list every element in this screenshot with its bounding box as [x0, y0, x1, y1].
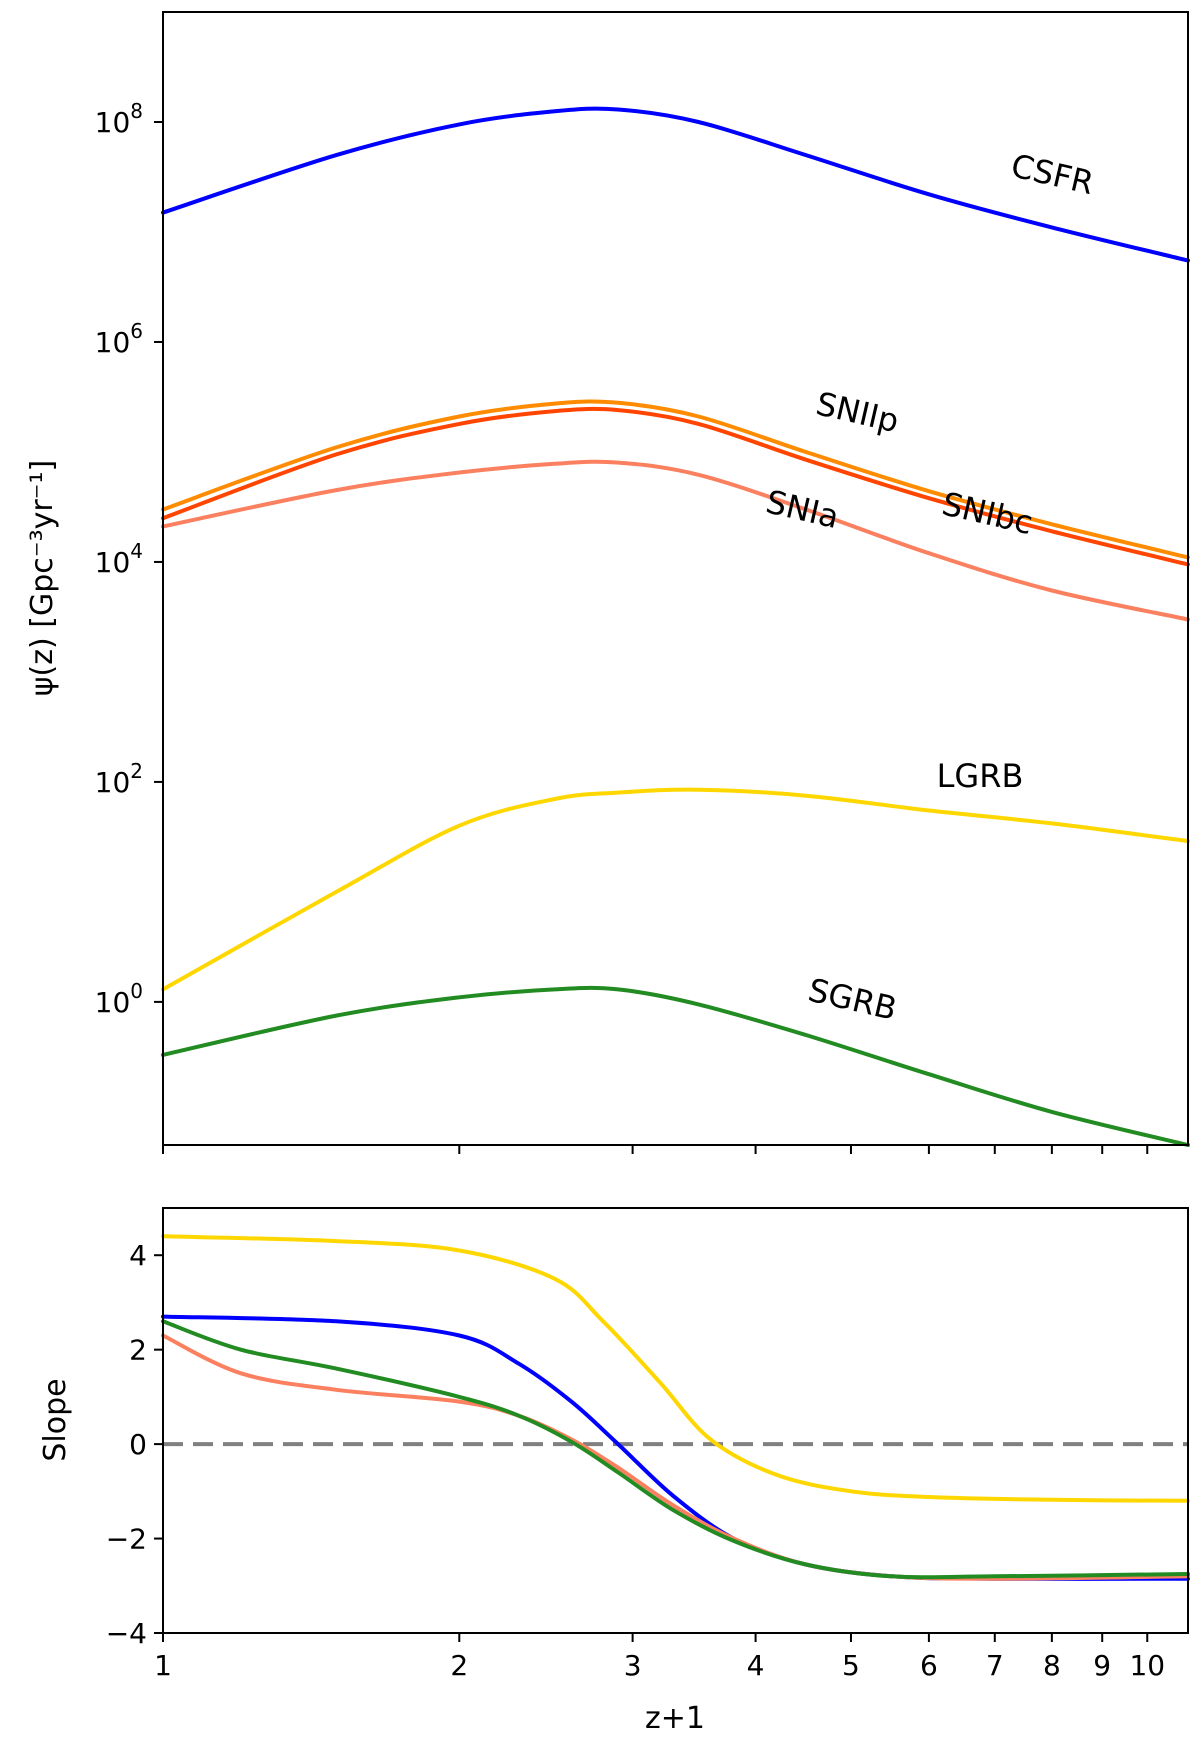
x-tick-label: 9	[1093, 1649, 1111, 1682]
series-line-lgrb	[161, 787, 1190, 992]
x-tick-label: 8	[1043, 1649, 1061, 1682]
x-tick-label: 6	[920, 1649, 938, 1682]
curve-label-lgrb: LGRB	[937, 757, 1024, 795]
y-tick-label: 100	[95, 979, 143, 1019]
y-tick-label: 102	[95, 759, 143, 799]
series-line-snibc	[161, 406, 1190, 567]
series-line-sgrb	[161, 985, 1190, 1147]
y-tick-label: 106	[95, 319, 143, 359]
bottom-plot-frame	[162, 1207, 1189, 1634]
series-line-snia	[161, 459, 1190, 622]
slope-y-tick-label: −2	[106, 1523, 147, 1556]
slope-y-tick-label: 4	[129, 1239, 147, 1272]
y-tick-label: 104	[95, 539, 143, 579]
slope-y-tick-label: −4	[106, 1617, 147, 1650]
x-tick-label: 1	[154, 1649, 172, 1682]
curve-label-snibc: SNIbc	[939, 484, 1037, 542]
series-line-sniip	[161, 399, 1190, 560]
x-tick-label: 4	[747, 1649, 765, 1682]
bottom-y-axis: −4 −2 0 2 4	[106, 1239, 163, 1650]
slope-y-tick-label: 2	[129, 1334, 147, 1367]
x-axis-title: z+1	[645, 1701, 705, 1736]
top-curves	[161, 106, 1190, 1147]
x-tick-label: 2	[450, 1649, 468, 1682]
slope-line-sgrb	[161, 1319, 1190, 1580]
curve-label-sgrb: SGRB	[805, 971, 901, 1028]
series-line-csfr	[161, 106, 1190, 263]
top-x-axis	[162, 1145, 1149, 1154]
curve-label-sniip: SNIIp	[813, 384, 903, 440]
x-tick-label: 10	[1129, 1649, 1165, 1682]
x-tick-label: 7	[986, 1649, 1004, 1682]
top-y-axis-title: ψ(z) [Gpc⁻³yr⁻¹]	[25, 460, 60, 696]
bottom-panel: −4 −2 0 2 4 1 2 3 4 5 6 7 8 9 10 Slope z+1	[38, 1207, 1190, 1736]
x-tick-label: 5	[842, 1649, 860, 1682]
top-plot-frame	[162, 11, 1189, 1146]
slope-y-tick-label: 0	[129, 1428, 147, 1461]
bottom-curves	[161, 1234, 1190, 1581]
curve-label-snia: SNIa	[762, 483, 842, 537]
bottom-x-axis: 1 2 3 4 5 6 7 8 9 10	[154, 1633, 1165, 1682]
slope-line-snia	[161, 1333, 1190, 1581]
slope-line-lgrb	[161, 1234, 1190, 1503]
slope-line-csfr	[161, 1314, 1190, 1581]
top-panel: 100 102 104 106 108 ψ(z) [Gpc⁻³yr⁻¹] CSFR SN…	[25, 11, 1190, 1154]
curve-label-csfr: CSFR	[1008, 146, 1098, 202]
top-y-axis: 100 102 104 106 108	[95, 99, 163, 1019]
x-tick-label: 3	[624, 1649, 642, 1682]
curve-labels: CSFR SNIIp SNIbc SNIa LGRB SGRB	[762, 146, 1097, 1027]
bottom-y-axis-title: Slope	[38, 1378, 73, 1461]
y-tick-label: 108	[95, 99, 143, 139]
